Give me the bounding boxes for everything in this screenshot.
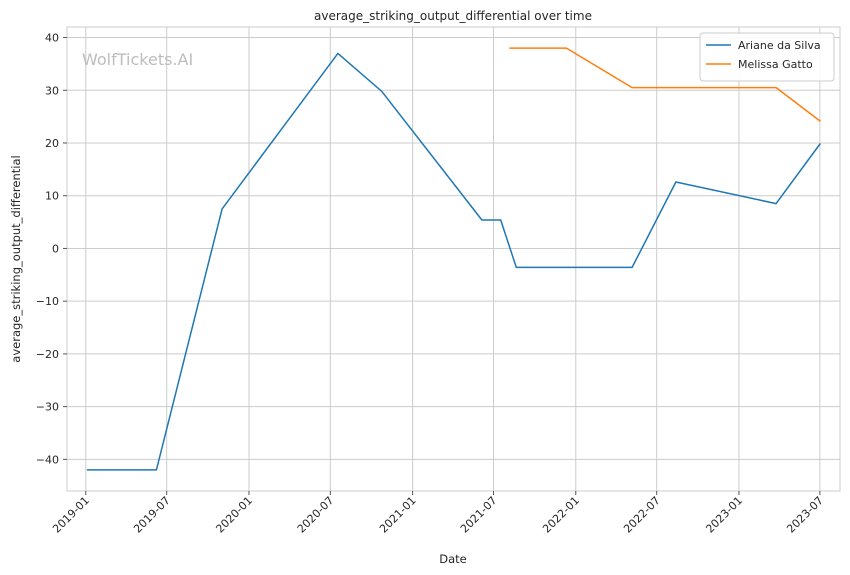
y-tick-label: 10 [45,190,59,203]
y-tick-label: −10 [36,295,59,308]
legend-label: Ariane da Silva [738,39,821,52]
series-line-2 [509,47,821,122]
y-tick-label: 30 [45,84,59,97]
legend: Ariane da Silva Melissa Gatto [699,32,835,82]
y-tick-label: 40 [45,32,59,45]
x-axis-label: Date [439,552,467,566]
legend-box [699,32,835,82]
legend-label: Melissa Gatto [738,58,813,71]
y-axis-label: average_striking_output_differential [9,155,23,362]
series-layer [86,47,821,471]
y-tick-label: 0 [52,242,59,255]
y-axis-ticks: −40 −30 −20 −10 0 10 20 30 40 [36,32,67,466]
plot-frame [66,26,841,492]
y-tick-label: −40 [36,453,59,466]
chart-title: average_striking_output_differential ove… [314,9,592,23]
y-tick-label: −20 [36,348,59,361]
series-line-1 [86,52,821,471]
plot-area [67,27,840,491]
watermark: WolfTickets.AI [82,50,193,69]
y-tick-label: −30 [36,401,59,414]
y-tick-label: 20 [45,137,59,150]
